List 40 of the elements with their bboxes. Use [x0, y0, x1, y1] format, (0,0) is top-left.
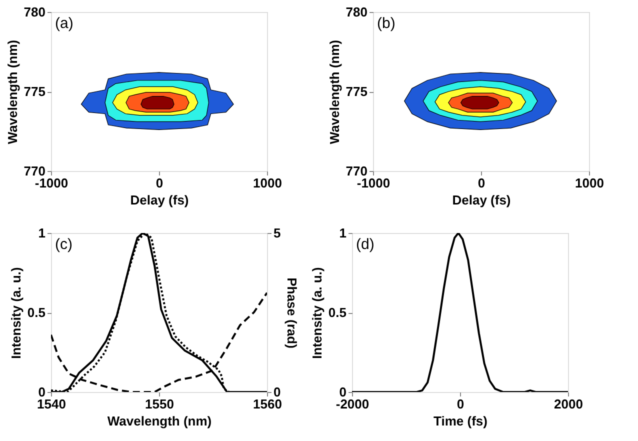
y-tick-label: 1 [339, 226, 346, 240]
x-tick-label: 0 [456, 396, 464, 412]
y-axis-title: Intensity (a. u.) [309, 267, 324, 359]
y-tick-label: 0 [339, 384, 346, 400]
chart-title: (b) [377, 15, 396, 32]
x-axis-title: Delay (fs) [452, 192, 511, 208]
y-tick-label: 0.5 [27, 305, 46, 320]
y-tick-label: 770 [346, 164, 368, 178]
x-tick-label: 1000 [575, 176, 604, 190]
chart-title: (c) [55, 236, 72, 253]
y-tick-label: 0.5 [328, 305, 346, 320]
x-axis-title: Wavelength (nm) [107, 414, 212, 428]
y-tick-label: 0 [38, 384, 46, 400]
x-tick-label: 0 [478, 176, 486, 190]
x-tick-label: -2000 [336, 396, 370, 412]
y2-axis-title: Phase (rad) [284, 278, 300, 348]
y-axis-title: Wavelength (nm) [4, 40, 20, 144]
x-axis-title: Delay (fs) [130, 192, 189, 208]
y-tick-label: 1 [38, 226, 46, 240]
x-tick-label: 1000 [253, 176, 282, 190]
x-tick-label: -1000 [356, 176, 390, 190]
x-tick-label: 1540 [37, 396, 66, 412]
line-series [352, 233, 568, 392]
y2-tick-label: 5 [274, 226, 281, 240]
x-tick-label: 1550 [145, 396, 174, 412]
y-tick-label: 770 [24, 164, 46, 178]
y-tick-label: 775 [346, 84, 368, 99]
x-tick-label: 0 [156, 176, 164, 190]
y-tick-label: 780 [24, 4, 46, 20]
x-tick-label: 1560 [253, 396, 282, 412]
y-tick-label: 780 [346, 4, 368, 20]
x-tick-label: -1000 [34, 176, 68, 190]
y-tick-label: 775 [24, 84, 46, 99]
x-axis-title: Time (fs) [434, 414, 488, 428]
y-axis-title: Intensity (a. u.) [8, 267, 24, 359]
chart-title: (d) [356, 236, 374, 253]
chart-title: (a) [55, 15, 74, 32]
x-tick-label: 2000 [554, 396, 583, 412]
y-axis-title: Wavelength (nm) [326, 40, 342, 144]
y2-tick-label: 0 [274, 384, 281, 400]
